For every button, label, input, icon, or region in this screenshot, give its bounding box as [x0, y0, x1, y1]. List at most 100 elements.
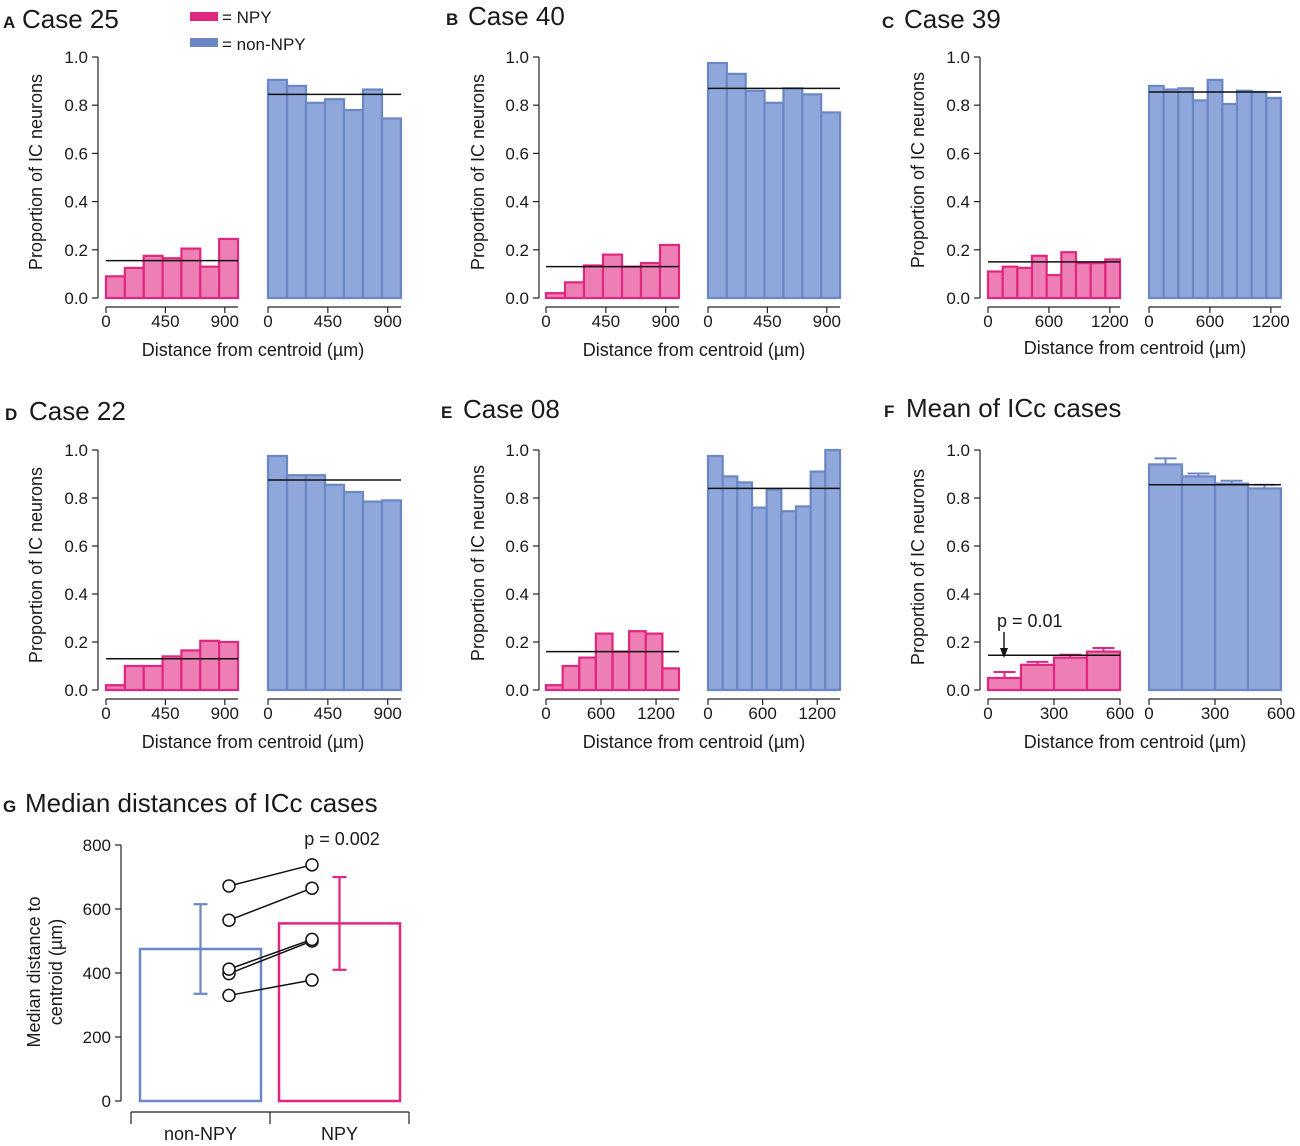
npy-bar — [199, 265, 221, 300]
panel-b-ylabel: Proportion of IC neurons — [468, 74, 488, 270]
npy-bar — [578, 656, 597, 692]
npy-bar — [104, 275, 126, 300]
npy-bar — [561, 664, 581, 692]
npy-point — [305, 973, 319, 987]
panel-e-plot: 0.0 0.2 0.4 0.6 0.8 1.0 0 600 1200 0 600 1200 — [505, 441, 842, 723]
x-tick-label: 1200 — [798, 704, 836, 723]
panel-g-plot: 0 200 400 600 800 non-NPY NPY — [83, 836, 410, 1144]
non-npy-bar — [824, 448, 842, 692]
y-tick-label: 0.2 — [946, 633, 970, 652]
npy-bar — [658, 243, 681, 300]
non-npy-bar — [1206, 78, 1224, 300]
npy-bar — [1104, 258, 1122, 300]
npy-bar — [986, 270, 1004, 300]
npy-bar — [611, 650, 631, 692]
y-tick-label: 1.0 — [505, 48, 529, 67]
y-tick-label: 0.8 — [64, 489, 88, 508]
npy-bar — [1001, 265, 1019, 300]
x-tick-label: 1200 — [1252, 312, 1290, 331]
y-tick-label: 0.0 — [64, 681, 88, 700]
panel-c-title: Case 39 — [904, 4, 1001, 34]
x-tick-label: 0 — [703, 704, 712, 723]
y-tick-label: 0 — [102, 1092, 111, 1111]
panel-g-ylabel-line-2: centroid (µm) — [46, 919, 66, 1025]
non-npy-bar — [1180, 475, 1217, 692]
y-tick-label: 1.0 — [64, 441, 88, 460]
panel-c-letter: C — [882, 13, 894, 32]
panel-a-letter: A — [3, 13, 15, 32]
npy-bar — [644, 632, 664, 692]
paired-line — [234, 889, 307, 919]
npy-bar — [1060, 251, 1078, 300]
panel-f-letter: F — [884, 402, 894, 421]
y-tick-label: 0.2 — [64, 633, 88, 652]
panel-a-xlabel: Distance from centroid (µm) — [142, 340, 364, 360]
non-npy-bar — [750, 506, 768, 692]
npy-bar — [180, 649, 202, 692]
panel-b-plot: 0.0 0.2 0.4 0.6 0.8 1.0 0 450 900 0 450 900 — [505, 48, 842, 331]
panel-f-plot: 0.0 0.2 0.4 0.6 0.8 1.0 0 300 600 0 300 600 — [946, 441, 1295, 723]
x-tick-label: 0 — [263, 312, 272, 331]
non-npy-bar — [780, 510, 798, 692]
x-tick-label: 900 — [211, 312, 239, 331]
paired-line — [234, 942, 307, 973]
npy-bar — [1074, 261, 1092, 300]
x-tick-label: 900 — [211, 704, 239, 723]
non-npy-point — [222, 988, 236, 1003]
non-npy-bar — [1265, 96, 1283, 300]
non-npy-bar — [342, 108, 365, 300]
panel-d-plot: 0.0 0.2 0.4 0.6 0.8 1.0 0 450 900 0 450 900 — [64, 441, 403, 723]
non-npy-bar — [323, 98, 346, 300]
x-tick-label: 450 — [753, 312, 781, 331]
legend-swatch-npy — [190, 12, 218, 21]
non-npy-bar — [721, 475, 739, 692]
panel-e-xlabel: Distance from centroid (µm) — [583, 732, 805, 752]
npy-bar — [161, 655, 183, 692]
non-npy-bar — [266, 454, 289, 692]
npy-bar — [1016, 266, 1034, 300]
non-npy-bar — [285, 84, 308, 300]
x-tick-label: 450 — [314, 704, 342, 723]
panel-g-p-value: p = 0.002 — [304, 829, 380, 849]
non-npy-bar — [1147, 463, 1184, 692]
y-tick-label: 0.8 — [946, 489, 970, 508]
panel-c-xlabel: Distance from centroid (µm) — [1024, 338, 1246, 358]
non-npy-bar — [820, 111, 842, 300]
non-npy-bar — [1147, 84, 1165, 300]
y-tick-label: 0.0 — [946, 289, 970, 308]
non-npy-bar — [1250, 90, 1268, 300]
x-tick-label: 0 — [983, 704, 992, 723]
non-npy-bar — [782, 87, 804, 300]
y-tick-label: 0.6 — [64, 537, 88, 556]
non-npy-bar — [1246, 487, 1283, 692]
y-tick-label: 400 — [83, 964, 111, 983]
x-tick-label: 0 — [1144, 312, 1153, 331]
x-tick-label: non-NPY — [164, 1124, 237, 1144]
y-tick-label: 1.0 — [64, 48, 88, 67]
panel-f-p-value: p = 0.01 — [997, 611, 1063, 631]
p-value-arrowhead — [1000, 648, 1008, 658]
panel-e-title: Case 08 — [463, 394, 560, 424]
panel-b-letter: B — [446, 10, 458, 29]
y-tick-label: 0.6 — [64, 144, 88, 163]
x-tick-label: 900 — [374, 704, 402, 723]
y-tick-label: 0.4 — [946, 585, 970, 604]
panel-d-letter: D — [5, 405, 17, 424]
npy-bar — [1089, 261, 1107, 300]
non-npy-bar — [304, 474, 327, 692]
x-tick-label: 600 — [1267, 704, 1295, 723]
paired-line — [234, 865, 307, 886]
npy-bar — [639, 261, 662, 300]
panel-d-title: Case 22 — [29, 396, 126, 426]
non-npy-bar — [736, 481, 754, 692]
panel-f-ylabel: Proportion of IC neurons — [908, 469, 928, 665]
npy-bar — [544, 292, 567, 300]
legend-label-npy: = NPY — [222, 8, 272, 27]
panel-d-ylabel: Proportion of IC neurons — [26, 467, 46, 663]
panel-e-ylabel: Proportion of IC neurons — [468, 465, 488, 661]
panel-d-xlabel: Distance from centroid (µm) — [142, 732, 364, 752]
y-tick-label: 0.0 — [505, 681, 529, 700]
npy-bar — [123, 664, 145, 692]
y-tick-label: 0.6 — [946, 144, 970, 163]
